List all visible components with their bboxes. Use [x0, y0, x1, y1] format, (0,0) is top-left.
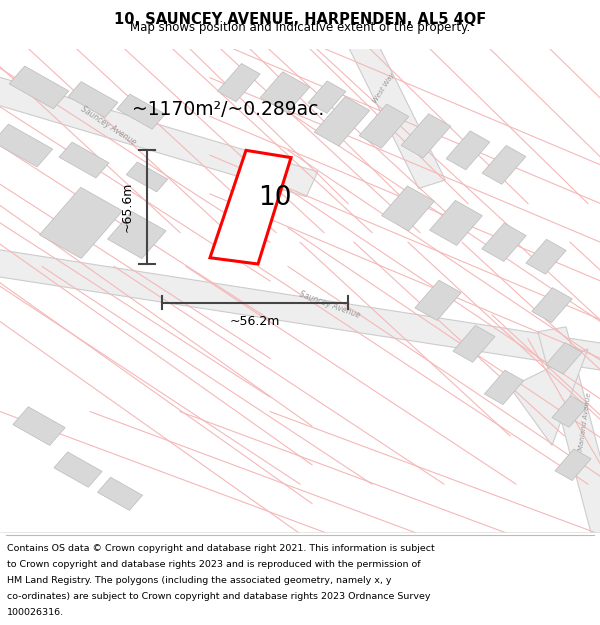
Text: Sauncey Avenue: Sauncey Avenue [79, 105, 137, 148]
Polygon shape [54, 452, 102, 488]
Polygon shape [0, 70, 318, 197]
Polygon shape [552, 396, 588, 428]
Text: 10: 10 [259, 185, 292, 211]
Polygon shape [0, 124, 53, 167]
Polygon shape [430, 201, 482, 246]
Text: 10, SAUNCEY AVENUE, HARPENDEN, AL5 4QF: 10, SAUNCEY AVENUE, HARPENDEN, AL5 4QF [114, 12, 486, 27]
Polygon shape [217, 64, 260, 102]
Polygon shape [538, 327, 600, 559]
Polygon shape [308, 81, 346, 113]
Polygon shape [401, 114, 451, 158]
Polygon shape [9, 66, 69, 109]
Polygon shape [210, 151, 291, 264]
Polygon shape [446, 131, 490, 170]
Text: Map shows position and indicative extent of the property.: Map shows position and indicative extent… [130, 21, 470, 34]
Text: 100026316.: 100026316. [7, 608, 64, 618]
Text: Contains OS data © Crown copyright and database right 2021. This information is : Contains OS data © Crown copyright and d… [7, 544, 435, 552]
Polygon shape [13, 407, 65, 446]
Polygon shape [40, 188, 122, 259]
Polygon shape [68, 82, 118, 118]
Polygon shape [359, 104, 409, 148]
Polygon shape [260, 72, 310, 112]
Text: Manland Avenue: Manland Avenue [578, 392, 592, 451]
Text: ~1170m²/~0.289ac.: ~1170m²/~0.289ac. [132, 100, 324, 119]
Polygon shape [97, 478, 143, 511]
Text: co-ordinates) are subject to Crown copyright and database rights 2023 Ordnance S: co-ordinates) are subject to Crown copyr… [7, 592, 431, 601]
Polygon shape [482, 146, 526, 184]
Polygon shape [526, 239, 566, 274]
Polygon shape [482, 223, 526, 261]
Polygon shape [510, 349, 588, 446]
Polygon shape [117, 94, 165, 129]
Polygon shape [0, 249, 600, 371]
Polygon shape [555, 449, 591, 481]
Polygon shape [532, 288, 572, 322]
Polygon shape [59, 142, 109, 178]
Text: ~65.6m: ~65.6m [121, 182, 134, 232]
Text: ~56.2m: ~56.2m [230, 315, 280, 328]
Polygon shape [126, 162, 168, 192]
Polygon shape [314, 96, 370, 146]
Polygon shape [453, 326, 495, 362]
Polygon shape [546, 342, 582, 374]
Text: HM Land Registry. The polygons (including the associated geometry, namely x, y: HM Land Registry. The polygons (includin… [7, 576, 392, 585]
Polygon shape [484, 370, 524, 404]
Polygon shape [382, 186, 434, 231]
Polygon shape [347, 35, 445, 189]
Polygon shape [107, 211, 166, 259]
Text: Sauncey Avenue: Sauncey Avenue [298, 290, 362, 321]
Polygon shape [415, 280, 461, 321]
Text: to Crown copyright and database rights 2023 and is reproduced with the permissio: to Crown copyright and database rights 2… [7, 560, 421, 569]
Text: West Way: West Way [372, 71, 396, 104]
